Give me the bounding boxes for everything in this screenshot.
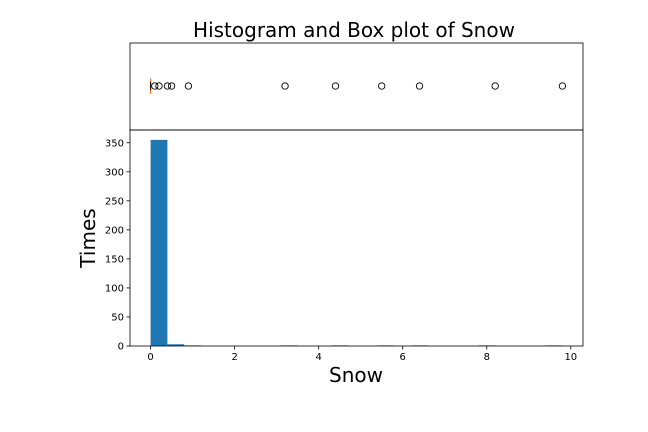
boxplot-outlier <box>558 82 567 90</box>
boxplot-frame <box>129 42 584 131</box>
y-tick-label: 350 <box>105 138 124 149</box>
y-tick-label: 200 <box>105 225 124 236</box>
histogram-bar <box>167 344 185 346</box>
boxplot-outlier <box>184 82 193 90</box>
x-tick-label: 8 <box>484 352 490 363</box>
x-tick-label: 2 <box>231 352 237 363</box>
boxplot-outlier <box>281 82 289 90</box>
y-axis-label: Times <box>76 208 100 268</box>
y-tick-label: 50 <box>111 312 124 323</box>
histogram-panel: 0 2 4 6 8 10 0 50 100 150 200 250 300 350 <box>105 129 584 363</box>
x-tick-label: 0 <box>147 352 153 363</box>
histogram-bar <box>150 139 168 346</box>
x-tick-label: 6 <box>400 352 406 363</box>
boxplot-outlier <box>155 82 163 90</box>
x-axis-label: Snow <box>329 363 383 387</box>
boxplot-outlier <box>151 82 159 90</box>
y-tick-label: 250 <box>105 196 124 207</box>
histogram-frame <box>129 129 584 347</box>
boxplot-panel <box>129 42 584 131</box>
x-tick-label: 4 <box>315 352 321 363</box>
y-tick-label: 300 <box>105 167 124 178</box>
y-tick-label: 0 <box>118 342 124 353</box>
x-tick-label: 10 <box>564 352 577 363</box>
boxplot-outlier <box>331 82 340 90</box>
y-tick-label: 100 <box>105 283 124 294</box>
boxplot-outlier <box>415 82 424 90</box>
y-tick-label: 150 <box>105 254 124 265</box>
boxplot-outlier <box>163 82 172 90</box>
chart-title: Histogram and Box plot of Snow <box>193 18 515 42</box>
boxplot-outlier <box>378 82 386 90</box>
boxplot-outlier <box>167 82 176 90</box>
boxplot-outlier <box>491 82 499 90</box>
